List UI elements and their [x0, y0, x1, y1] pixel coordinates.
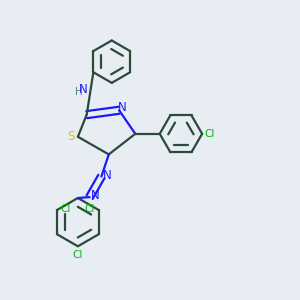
Text: N: N [118, 101, 126, 114]
Text: N: N [79, 83, 88, 96]
Text: Cl: Cl [61, 204, 71, 214]
Text: H: H [75, 87, 83, 97]
Text: S: S [68, 130, 75, 143]
Text: Cl: Cl [73, 250, 83, 260]
Text: N: N [91, 189, 100, 202]
Text: N: N [103, 169, 112, 182]
Text: Cl: Cl [85, 204, 95, 214]
Text: Cl: Cl [204, 129, 215, 139]
